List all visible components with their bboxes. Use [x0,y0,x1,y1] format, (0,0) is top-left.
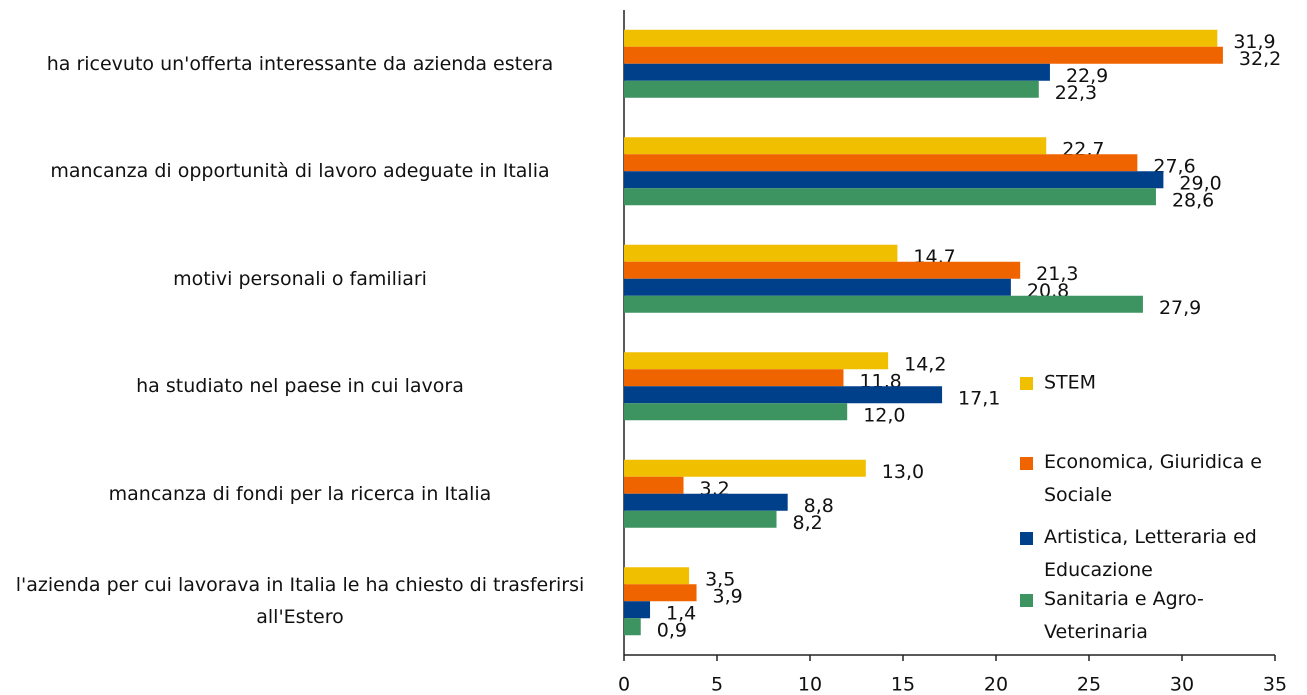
value-label: 22,9 [1066,65,1108,87]
bar [624,244,898,262]
value-label: 22,3 [1055,82,1097,104]
bar [624,567,690,585]
category-label: l'azienda per cui lavorava in Italia le … [15,574,585,629]
legend-swatch [1020,594,1033,607]
legend-label: STEM [1044,371,1097,394]
x-tick-label: 0 [618,674,630,695]
bar [624,137,1047,155]
legend-swatch [1020,457,1033,470]
legend-swatch [1020,532,1033,545]
bar [624,584,697,602]
x-tick-label: 10 [798,674,822,695]
category-label: motivi personali o familiari [173,267,427,290]
value-label: 17,1 [958,387,1000,409]
value-label: 1,4 [666,602,696,624]
bar [624,493,788,511]
value-label: 8,2 [793,512,823,534]
category-label: ha ricevuto un'offerta interessante da a… [46,52,554,75]
value-label: 21,3 [1036,263,1078,285]
x-tick-label: 35 [1263,674,1287,695]
bar [624,618,641,636]
category-label: mancanza di fondi per la ricerca in Ital… [108,482,492,505]
bar [624,80,1039,98]
value-label: 3,9 [713,585,743,607]
bar [624,476,684,494]
category-label: ha studiato nel paese in cui lavora [136,375,464,398]
bar [624,601,651,619]
value-label: 32,2 [1239,48,1281,70]
x-tick-label: 25 [1077,674,1101,695]
bar [624,295,1143,313]
x-tick-label: 30 [1170,674,1194,695]
bar [624,154,1138,172]
value-label: 3,5 [705,568,735,590]
legend-label: Sanitaria e Agro-Veterinaria [1044,588,1204,643]
bar [624,171,1164,189]
bar [624,188,1156,206]
bar [624,29,1218,47]
value-label: 28,6 [1172,189,1214,211]
x-tick-label: 5 [711,674,723,695]
bar [624,510,777,528]
bar [624,261,1021,279]
bar [624,352,889,370]
bar [624,386,943,404]
value-label: 31,9 [1233,31,1275,53]
value-label: 13,0 [882,461,924,483]
bar [624,278,1011,296]
legend-swatch [1020,377,1033,390]
bar [624,369,844,387]
bar [624,459,866,477]
value-label: 14,2 [904,353,946,375]
value-label: 12,0 [863,404,905,426]
value-label: 29,0 [1179,172,1221,194]
bar [624,46,1223,64]
category-label: mancanza di opportunità di lavoro adegua… [50,160,550,183]
bar [624,63,1050,81]
x-tick-label: 20 [984,674,1008,695]
value-label: 27,9 [1159,297,1201,319]
value-label: 0,9 [657,619,687,641]
bar [624,403,848,421]
value-label: 27,6 [1153,155,1195,177]
x-tick-label: 15 [891,674,915,695]
legend-label: Economica, Giuridica e Sociale [1044,451,1262,506]
legend-label: Artistica, Letteraria ed Educazione [1044,526,1257,581]
value-label: 8,8 [804,495,834,517]
